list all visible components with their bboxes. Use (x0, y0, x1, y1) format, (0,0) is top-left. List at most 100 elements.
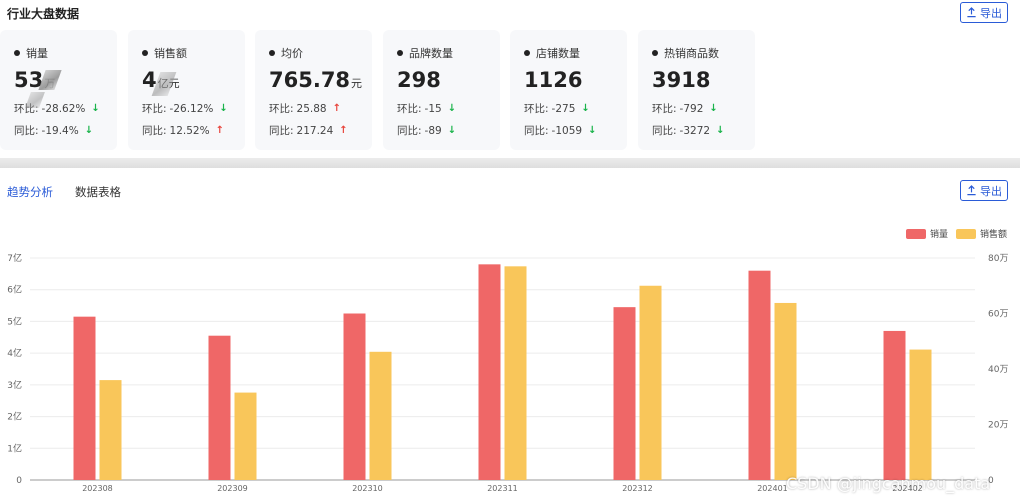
year-over-year: 同比: 12.52% ↑ (142, 124, 224, 138)
bar-sales-volume-202308 (73, 316, 96, 480)
x-axis-tick-label: 202312 (622, 484, 653, 493)
bullet-dot (14, 50, 20, 56)
arrow-down-icon: ↓ (709, 103, 718, 114)
bar-sales-amount-202310 (369, 351, 392, 480)
metric-card-hot-items: 热销商品数 3918 环比: -792 ↓ 同比: -3272 ↓ (638, 30, 755, 150)
bar-sales-amount-202312 (639, 285, 662, 480)
legend-label: 销量 (930, 230, 949, 240)
left-axis-tick-label: 1亿 (7, 442, 22, 454)
legend-item-sales-volume[interactable]: 销量 (906, 227, 948, 240)
metric-value: 1126 (524, 68, 583, 92)
legend-swatch (906, 228, 926, 239)
arrow-up-icon: ↑ (339, 125, 348, 136)
arrow-down-icon: ↓ (91, 103, 100, 114)
year-over-year: 同比: -3272 ↓ (652, 124, 725, 138)
watermark: CSDN @jingcanmou_data (786, 474, 991, 493)
arrow-down-icon: ↓ (581, 103, 590, 114)
legend-item-sales-amount[interactable]: 销售额 (956, 227, 1007, 240)
month-over-month: 环比: 25.88 ↑ (269, 102, 341, 116)
arrow-down-icon: ↓ (447, 103, 457, 114)
metric-card-avg-price: 均价 765.78元环比: 25.88 ↑ 同比: 217.24 ↑ (255, 30, 372, 150)
arrow-down-icon: ↓ (588, 125, 597, 136)
year-over-year: 同比: 217.24 ↑ (269, 124, 348, 138)
arrow-up-icon: ↑ (215, 125, 224, 136)
tab-trend-analysis[interactable]: 趋势分析 (7, 185, 53, 199)
metric-label: 热销商品数 (652, 45, 719, 61)
export-button-top[interactable]: 导出 (960, 2, 1008, 23)
left-axis-tick-label: 7亿 (7, 252, 22, 264)
year-over-year: 同比: -19.4% ↓ (14, 124, 94, 138)
export-label: 导出 (980, 6, 1002, 20)
metric-value: 298 (397, 68, 441, 92)
year-over-year: 同比: -1059 ↓ (524, 124, 597, 138)
month-over-month: 环比: -28.62% ↓ (14, 102, 100, 116)
bar-sales-volume-202402 (883, 330, 906, 480)
bullet-dot (524, 50, 530, 56)
tab-data-table[interactable]: 数据表格 (75, 185, 121, 199)
left-axis-tick-label: 5亿 (7, 315, 22, 327)
section-divider (0, 158, 1020, 168)
bar-sales-amount-202402 (909, 349, 932, 480)
metric-label: 品牌数量 (397, 45, 453, 61)
metric-label: 店铺数量 (524, 45, 580, 61)
metric-label: 销售额 (142, 45, 187, 61)
metric-label: 销量 (14, 45, 48, 61)
bullet-dot (142, 50, 148, 56)
trend-bar-chart: 0 1亿 2亿 3亿 4亿 5亿 6亿 7亿 0 20万 40万 60万 80万 202308 202309… (7, 252, 1008, 493)
bar-sales-amount-202309 (234, 392, 257, 480)
metric-card-brand-count: 品牌数量 298 环比: -15 ↓ 同比: -89 ↓ (383, 30, 500, 150)
legend-swatch (956, 228, 977, 239)
metric-card-sales-volume: 销量53万环比:-28.62%↓同比:-19.4%↓ (0, 30, 117, 150)
bar-sales-volume-202309 (208, 335, 231, 480)
export-button-chart[interactable]: 导出 (960, 180, 1008, 201)
month-over-month: 环比: -26.12% ↓ (142, 102, 228, 116)
arrow-down-icon: ↓ (716, 125, 725, 136)
metric-card-sales-amount: 销售额4亿元环比:-26.12%↓同比:12.52%↑ (128, 30, 245, 150)
right-axis-tick-label: 0 (988, 476, 994, 486)
bar-sales-amount-202308 (99, 380, 122, 480)
arrow-down-icon: ↓ (219, 103, 228, 114)
year-over-year: 同比: -89 ↓ (397, 124, 457, 138)
arrow-down-icon: ↓ (84, 125, 94, 136)
left-axis-tick-label: 4亿 (7, 347, 22, 359)
bullet-dot (652, 50, 658, 56)
left-axis-tick-label: 3亿 (7, 379, 22, 391)
bullet-dot (397, 50, 403, 56)
upload-icon (967, 7, 976, 18)
bar-sales-volume-202312 (613, 307, 636, 480)
right-axis-tick-label: 80万 (988, 254, 1008, 264)
chart-legend: 销量 销售额 (906, 227, 1007, 240)
left-axis-tick-label: 6亿 (7, 284, 22, 296)
x-axis-tick-label: 202401 (757, 484, 788, 493)
arrow-up-icon: ↑ (332, 103, 341, 114)
bar-sales-volume-202311 (478, 264, 501, 480)
x-axis-tick-label: 202402 (892, 484, 923, 493)
x-axis-tick-label: 202310 (352, 484, 383, 493)
right-axis-tick-label: 20万 (988, 421, 1008, 431)
right-axis-tick-label: 40万 (988, 365, 1008, 375)
bullet-dot (269, 50, 275, 56)
export-label: 导出 (980, 184, 1002, 198)
left-axis-tick-label: 0 (16, 476, 22, 486)
metric-value: 765.78元 (269, 68, 363, 92)
metric-card-store-count: 店铺数量 1126 环比: -275 ↓ 同比: -1059 ↓ (510, 30, 627, 150)
left-axis-tick-label: 2亿 (7, 411, 22, 423)
metric-label: 均价 (269, 45, 303, 61)
legend-label: 销售额 (980, 230, 1008, 240)
x-axis-tick-label: 202309 (217, 484, 248, 493)
right-axis-tick-label: 60万 (988, 310, 1008, 320)
view-tabs: 趋势分析 数据表格 (7, 184, 121, 200)
month-over-month: 环比: -275 ↓ (524, 102, 590, 116)
bar-sales-volume-202310 (343, 313, 366, 480)
month-over-month: 环比: -792 ↓ (652, 102, 718, 116)
bar-sales-amount-202311 (504, 266, 527, 480)
x-axis-tick-label: 202308 (82, 484, 113, 493)
x-axis-tick-label: 202311 (487, 484, 518, 493)
industry-overview-section: 行业大盘数据 导出 销量53万环比:-28.62%↓同比:-19.4%↓销售额4… (0, 0, 1020, 158)
metric-value: 3918 (652, 68, 711, 92)
metric-unit: 元 (351, 77, 363, 90)
arrow-down-icon: ↓ (447, 125, 457, 136)
month-over-month: 环比: -15 ↓ (397, 102, 457, 116)
bar-sales-amount-202401 (774, 302, 797, 480)
bar-sales-volume-202401 (748, 270, 771, 480)
